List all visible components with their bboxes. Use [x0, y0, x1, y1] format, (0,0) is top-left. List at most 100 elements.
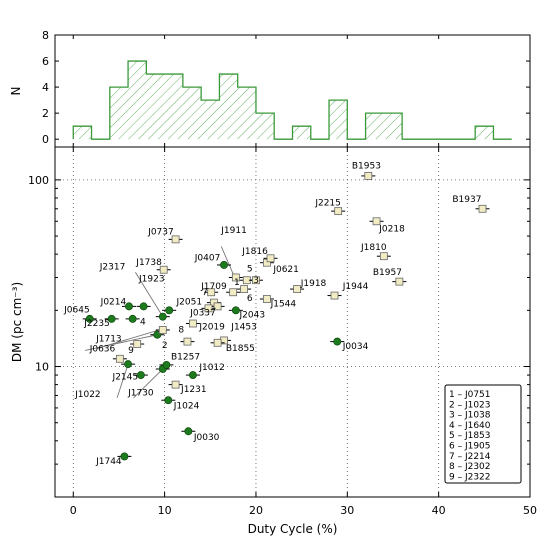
- point-label: J1810: [360, 243, 387, 253]
- point-label: J1231: [180, 385, 207, 395]
- point-label: J1453: [230, 322, 257, 332]
- data-point-square: [183, 337, 192, 346]
- x-tick-label: 50: [523, 504, 537, 517]
- legend-entry: 2 – J1023: [449, 400, 491, 410]
- point-label: J2215: [314, 198, 341, 208]
- x-tick-label: 30: [340, 504, 354, 517]
- data-point-square: [395, 277, 404, 286]
- histogram-bar: [201, 100, 220, 140]
- point-label: J0218: [378, 224, 405, 234]
- point-label: J2019: [198, 322, 225, 332]
- histogram-bar: [237, 87, 256, 140]
- point-label: 3: [253, 276, 259, 286]
- x-axis-label: Duty Cycle (%): [248, 522, 338, 536]
- data-point-circle: [128, 314, 137, 323]
- data-point-square: [171, 380, 180, 389]
- data-point-circle: [107, 314, 116, 323]
- data-point-circle: [188, 371, 197, 380]
- point-label: J1923: [138, 275, 165, 285]
- histogram-y-label: N: [9, 87, 23, 96]
- point-label: J1744: [95, 457, 122, 467]
- point-label: 1: [234, 278, 240, 288]
- data-point-square: [204, 304, 213, 313]
- data-point-circle: [120, 452, 129, 461]
- histogram-bar: [475, 126, 494, 140]
- x-tick-label: 40: [432, 504, 446, 517]
- point-label: B1953: [352, 162, 381, 172]
- point-label: J0407: [194, 253, 221, 263]
- point-label: B1937: [452, 195, 481, 205]
- point-label: J1544: [270, 299, 297, 309]
- y-tick-label: 2: [42, 107, 49, 120]
- y-tick-label: 100: [28, 174, 49, 187]
- point-label: 5: [247, 264, 253, 274]
- legend-entry: 8 – J2302: [449, 462, 491, 472]
- data-point-square: [171, 235, 180, 244]
- point-label: J0337: [189, 308, 216, 318]
- data-point-square: [372, 217, 381, 226]
- data-point-square: [364, 172, 373, 180]
- histogram-bar: [383, 113, 403, 140]
- data-point-square: [231, 273, 240, 282]
- data-point-circle: [162, 360, 171, 369]
- data-point-square: [133, 340, 142, 348]
- legend-entry: 5 – J1853: [449, 431, 491, 441]
- point-label: 9: [128, 346, 134, 356]
- data-point-circle: [85, 314, 94, 323]
- point-label: J1024: [173, 402, 200, 412]
- y-tick-label: 4: [42, 81, 49, 94]
- data-point-circle: [184, 427, 193, 436]
- data-point-circle: [220, 261, 228, 269]
- point-label: J0030: [193, 433, 220, 443]
- point-label: J1816: [241, 247, 268, 257]
- data-point-circle: [139, 302, 148, 311]
- data-point-square: [158, 326, 167, 334]
- data-point-circle: [125, 302, 133, 311]
- point-label: J2051: [175, 297, 202, 307]
- data-point-circle: [231, 306, 240, 315]
- leader-line: [116, 363, 129, 398]
- legend-box: [444, 384, 522, 484]
- histogram-bar: [365, 113, 384, 140]
- data-point-square: [189, 319, 197, 328]
- point-label: J0737: [147, 227, 174, 237]
- point-label: J0214: [100, 297, 127, 307]
- data-point-circle: [333, 337, 342, 346]
- legend-entry: 7 – J2214: [449, 452, 491, 462]
- point-label: 8: [178, 326, 184, 336]
- leader-line: [85, 334, 158, 351]
- point-label: J0645: [63, 305, 90, 315]
- point-label: J1022: [74, 390, 101, 400]
- point-label: B1855: [226, 344, 255, 354]
- data-point-square: [159, 265, 168, 274]
- data-point-circle: [124, 360, 133, 369]
- y-tick-label: 6: [42, 55, 49, 68]
- histogram-outline: [72, 60, 512, 140]
- data-point-square: [115, 354, 124, 363]
- histogram-bar: [329, 100, 348, 140]
- data-point-square: [334, 207, 343, 216]
- point-label: J1713: [95, 335, 122, 345]
- point-label: J1738: [135, 258, 162, 268]
- histogram-bar: [73, 126, 92, 140]
- data-point-circle: [164, 396, 173, 405]
- point-label: 6: [247, 294, 253, 304]
- y-tick-label: 10: [35, 361, 49, 374]
- point-label: J1730: [127, 388, 154, 398]
- histogram-bar: [182, 87, 202, 140]
- histogram-bar: [255, 113, 275, 140]
- point-label: J1918: [300, 279, 327, 289]
- point-label: 7: [202, 288, 208, 298]
- data-point-square: [240, 285, 248, 293]
- data-point-square: [229, 288, 238, 297]
- data-point-circle: [158, 312, 167, 321]
- histogram-panel: 0 2 4 6 8 N: [9, 29, 531, 148]
- point-label: J2235: [83, 319, 110, 329]
- x-tick-label: 0: [70, 504, 77, 517]
- data-point-square: [379, 252, 388, 261]
- scatter-frame: [54, 146, 531, 498]
- legend-entry: 3 – J1038: [449, 411, 491, 421]
- histogram-bar: [164, 74, 183, 140]
